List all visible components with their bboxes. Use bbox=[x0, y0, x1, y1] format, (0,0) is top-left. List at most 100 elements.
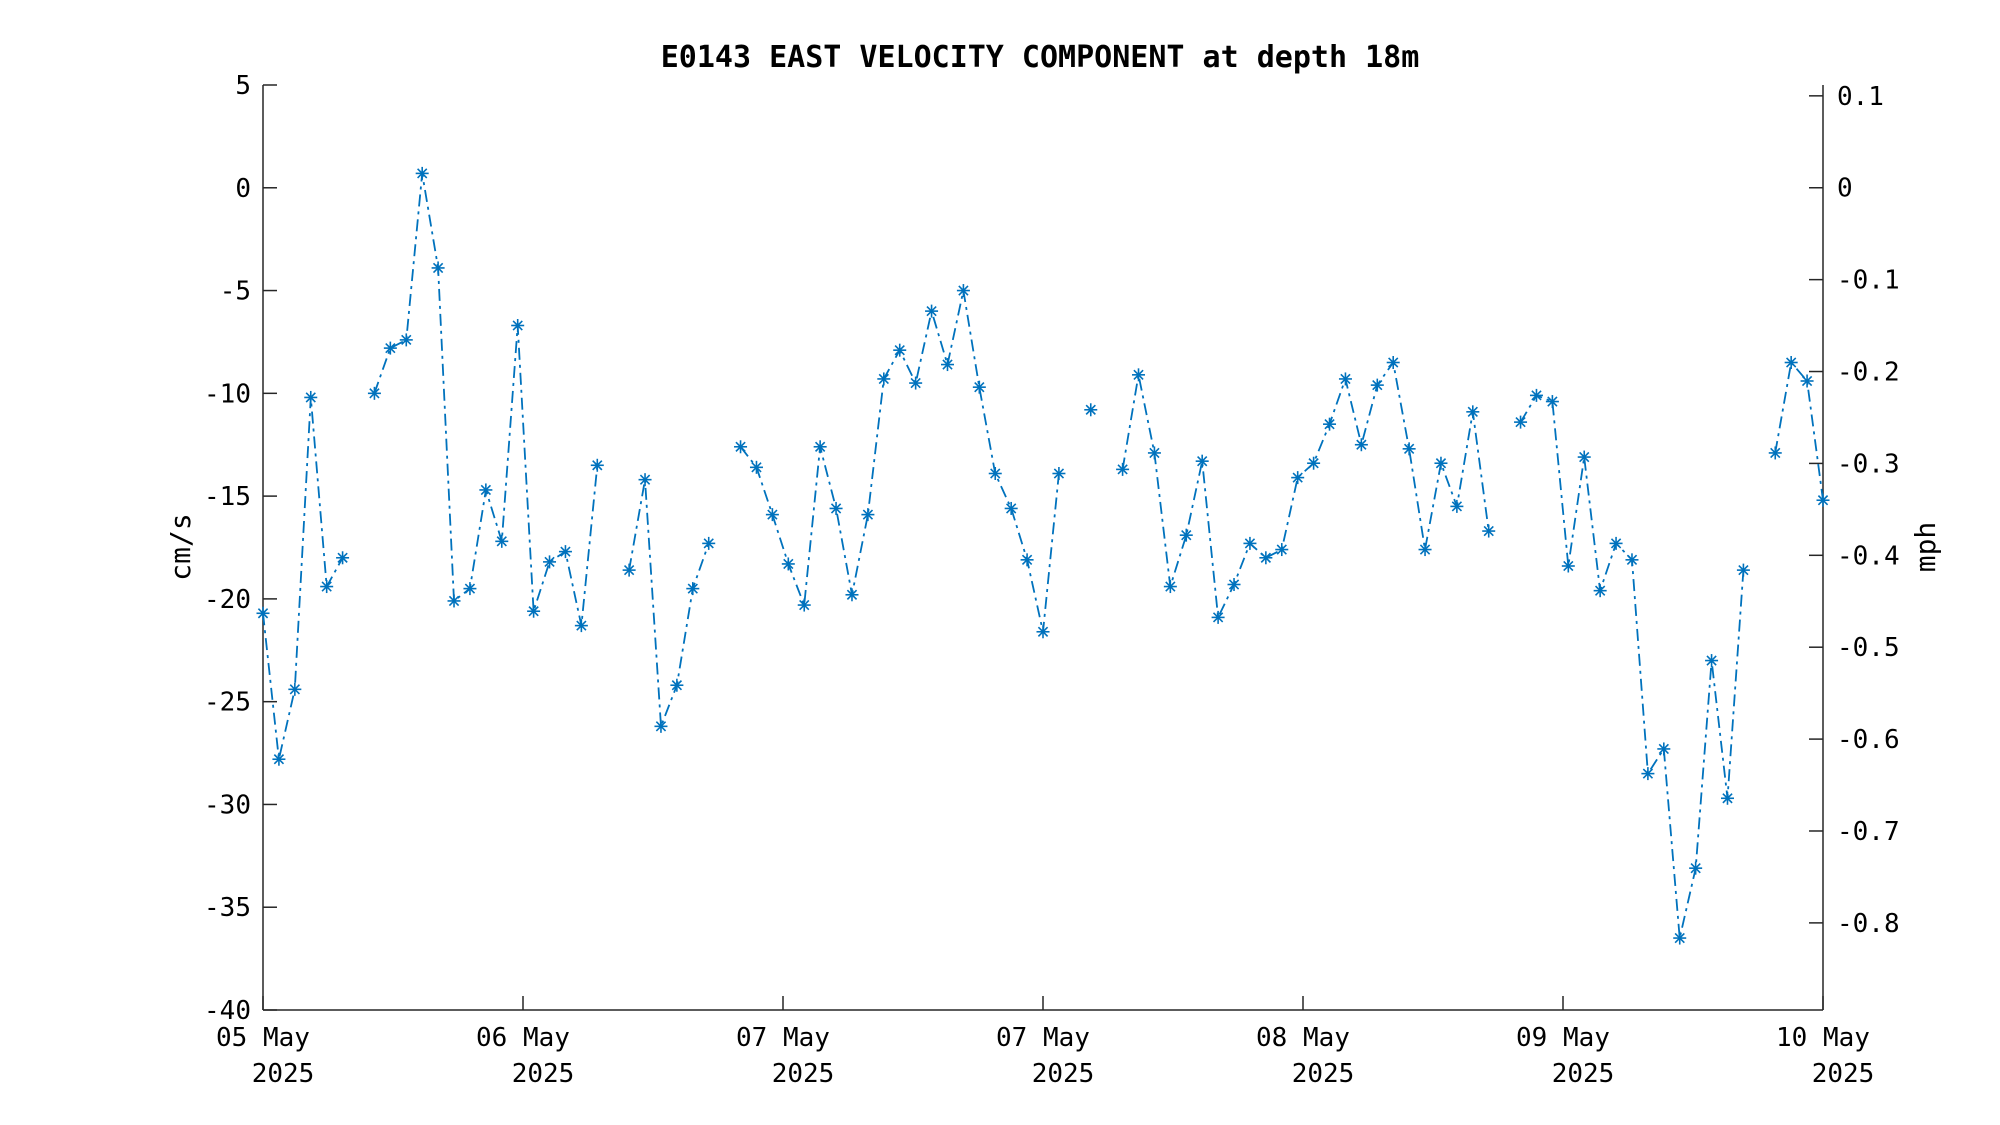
data-point bbox=[734, 440, 748, 454]
data-point bbox=[1338, 372, 1352, 386]
x-axis: 05 May 2025 06 May 2025 07 May 2025 07 May 2025… bbox=[216, 996, 1874, 1089]
data-point bbox=[1816, 493, 1830, 507]
data-point bbox=[511, 319, 525, 332]
series-line bbox=[739, 290, 1060, 632]
data-point bbox=[1434, 456, 1448, 470]
data-point bbox=[1195, 454, 1209, 468]
y2-tick-label: 0.1 bbox=[1837, 82, 1884, 112]
x-tick-label-year: 2025 bbox=[1032, 1059, 1095, 1089]
data-point bbox=[431, 261, 445, 275]
data-point bbox=[1673, 931, 1687, 945]
y2-tick-label: -0.6 bbox=[1837, 725, 1900, 755]
data-point bbox=[813, 440, 827, 454]
data-point bbox=[1720, 791, 1734, 805]
data-point bbox=[1354, 438, 1368, 452]
x-tick-label-day: 10 May bbox=[1776, 1023, 1870, 1053]
data-point bbox=[1116, 462, 1130, 476]
data-point bbox=[622, 563, 636, 577]
data-point bbox=[1689, 861, 1703, 875]
y-tick-label: -40 bbox=[204, 996, 251, 1026]
series-line bbox=[1519, 394, 1745, 939]
data-point bbox=[367, 386, 381, 400]
y-tick-label: -15 bbox=[204, 482, 251, 512]
data-point bbox=[1450, 499, 1464, 513]
data-point bbox=[463, 582, 477, 596]
data-point bbox=[670, 678, 684, 692]
data-point bbox=[1227, 578, 1241, 591]
data-point bbox=[654, 719, 668, 733]
left-y-axis: 5 0 -5 -10 -15 -20 -25 -30 -35 -40 bbox=[204, 71, 277, 1026]
series-line bbox=[628, 479, 710, 727]
x-tick-label-year: 2025 bbox=[772, 1059, 835, 1089]
data-point bbox=[574, 619, 588, 633]
data-point bbox=[1323, 417, 1337, 431]
data-point bbox=[1147, 446, 1161, 460]
y2-tick-label: -0.3 bbox=[1837, 449, 1900, 479]
data-point bbox=[829, 501, 843, 515]
data-point bbox=[893, 343, 907, 357]
y2-tick-label: -0.4 bbox=[1837, 541, 1900, 571]
data-point bbox=[1418, 543, 1432, 557]
x-tick-label-year: 2025 bbox=[512, 1059, 575, 1089]
data-point bbox=[1370, 378, 1384, 392]
data-point bbox=[956, 284, 970, 298]
y2-tick-label: -0.8 bbox=[1837, 909, 1900, 939]
x-tick-label-year: 2025 bbox=[1292, 1059, 1355, 1089]
data-point bbox=[288, 682, 302, 696]
data-point bbox=[925, 304, 939, 318]
data-point bbox=[495, 534, 509, 548]
data-point bbox=[686, 582, 700, 596]
data-point bbox=[1736, 563, 1750, 577]
data-point bbox=[972, 380, 986, 394]
data-point bbox=[1084, 403, 1098, 417]
x-tick-label-day: 07 May bbox=[736, 1023, 830, 1053]
data-point bbox=[1577, 450, 1591, 464]
data-point bbox=[399, 333, 413, 347]
data-point bbox=[1179, 528, 1193, 542]
data-point bbox=[940, 358, 954, 372]
data-point bbox=[383, 341, 397, 355]
y2-tick-label: -0.1 bbox=[1837, 266, 1900, 296]
y2-tick-label: -0.7 bbox=[1837, 817, 1900, 847]
data-point bbox=[1593, 584, 1607, 598]
y-tick-label: -30 bbox=[204, 790, 251, 820]
chart-title: E0143 EAST VELOCITY COMPONENT at depth 1… bbox=[661, 40, 1420, 75]
data-point bbox=[1020, 553, 1034, 567]
data-point bbox=[1482, 524, 1496, 538]
data-point bbox=[749, 460, 763, 474]
data-point bbox=[304, 390, 318, 404]
data-point bbox=[1036, 625, 1050, 639]
right-y-axis: 0.1 0 -0.1 -0.2 -0.3 -0.4 -0.5 -0.6 -0.7 -0.8 bbox=[1809, 82, 1900, 939]
data-point bbox=[1004, 501, 1018, 515]
data-point bbox=[1307, 456, 1321, 470]
x-tick-label-day: 05 May bbox=[216, 1023, 310, 1053]
data-point bbox=[1561, 559, 1575, 573]
data-point bbox=[1211, 610, 1225, 624]
x-tick-label-day: 06 May bbox=[476, 1023, 570, 1053]
data-point bbox=[1243, 536, 1257, 550]
series-line bbox=[1121, 360, 1490, 621]
data-point bbox=[1705, 654, 1719, 668]
data-point bbox=[909, 376, 923, 390]
data-point bbox=[877, 372, 891, 386]
plot-area bbox=[256, 166, 1830, 945]
data-point bbox=[272, 752, 286, 766]
data-point bbox=[256, 606, 270, 620]
data-point bbox=[1784, 356, 1798, 369]
y-tick-label: -35 bbox=[204, 893, 251, 923]
y-tick-label: 0 bbox=[235, 174, 251, 204]
data-point bbox=[1466, 405, 1480, 419]
y2-tick-label: -0.5 bbox=[1837, 633, 1900, 663]
data-point bbox=[543, 555, 557, 569]
y-tick-label: -10 bbox=[204, 379, 251, 409]
data-point bbox=[527, 604, 541, 618]
data-point bbox=[320, 580, 334, 594]
y-tick-label: -20 bbox=[204, 585, 251, 615]
data-point bbox=[861, 508, 875, 522]
y2-tick-label: 0 bbox=[1837, 174, 1853, 204]
series-line bbox=[1774, 360, 1824, 501]
data-point bbox=[988, 467, 1002, 480]
data-point bbox=[590, 458, 604, 472]
data-point bbox=[781, 557, 795, 571]
data-point bbox=[1641, 767, 1655, 781]
